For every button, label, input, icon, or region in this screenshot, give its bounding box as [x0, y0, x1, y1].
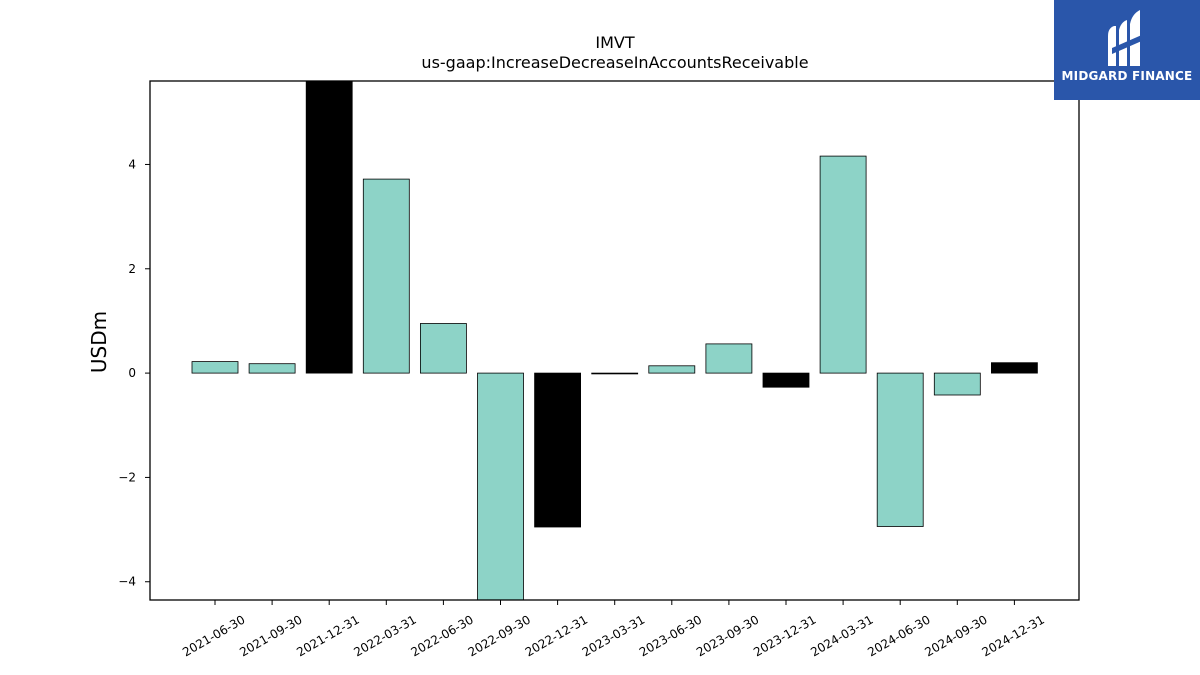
midgard-logo-icon: [1108, 10, 1144, 66]
y-tick-label: 2: [128, 262, 136, 276]
y-axis-ticks: −4 −2 0 2 4: [118, 157, 150, 589]
chart-subtitle: us-gaap:IncreaseDecreaseInAccountsReceiv…: [421, 53, 808, 72]
x-tick-label: 2023-03-31: [580, 612, 647, 659]
x-tick-label: 2022-06-30: [408, 612, 475, 659]
bar-2022-12-31: [534, 372, 581, 528]
y-tick-label: 4: [128, 157, 136, 171]
bar-2024-09-30: [933, 372, 981, 396]
bar-2024-12-31: [991, 362, 1038, 374]
bar-2023-09-30: [705, 343, 753, 374]
bar-2021-06-30: [191, 361, 239, 374]
y-tick-label: −4: [118, 575, 136, 589]
y-axis-label: USDm: [87, 311, 111, 373]
x-tick-label: 2024-06-30: [865, 612, 932, 659]
x-tick-label: 2021-09-30: [237, 612, 304, 659]
x-tick-label: 2022-12-31: [523, 612, 590, 659]
x-tick-label: 2024-03-31: [808, 612, 875, 659]
y-tick-label: 0: [128, 366, 136, 380]
bar-2022-09-30: [477, 372, 524, 601]
bar-2021-09-30: [248, 363, 296, 374]
bar-2023-12-31: [762, 372, 810, 388]
bar-2021-12-31: [305, 80, 353, 374]
x-tick-label: 2024-09-30: [922, 612, 989, 659]
x-tick-label: 2023-09-30: [694, 612, 761, 659]
bar-2023-06-30: [648, 365, 696, 374]
brand-name: MIDGARD FINANCE: [1061, 69, 1193, 83]
x-axis-ticks: 2021-06-302021-09-302021-12-312022-03-31…: [180, 600, 1047, 659]
bar-2023-03-31: [591, 372, 639, 375]
x-tick-label: 2021-06-30: [180, 612, 247, 659]
bars-group: [191, 80, 1038, 601]
brand-logo: MIDGARD FINANCE: [1054, 0, 1200, 100]
x-tick-label: 2021-12-31: [294, 612, 361, 659]
y-tick-label: −2: [118, 470, 136, 484]
x-tick-label: 2024-12-31: [979, 612, 1046, 659]
bar-2022-03-31: [362, 178, 410, 374]
plot-frame: [149, 80, 1080, 601]
x-tick-label: 2023-06-30: [637, 612, 704, 659]
x-tick-label: 2022-09-30: [466, 612, 533, 659]
x-tick-label: 2023-12-31: [751, 612, 818, 659]
chart-title: IMVT: [595, 33, 634, 52]
bar-2024-06-30: [876, 372, 924, 527]
bar-2022-06-30: [419, 323, 467, 374]
bar-2024-03-31: [819, 155, 867, 374]
x-tick-label: 2022-03-31: [351, 612, 418, 659]
